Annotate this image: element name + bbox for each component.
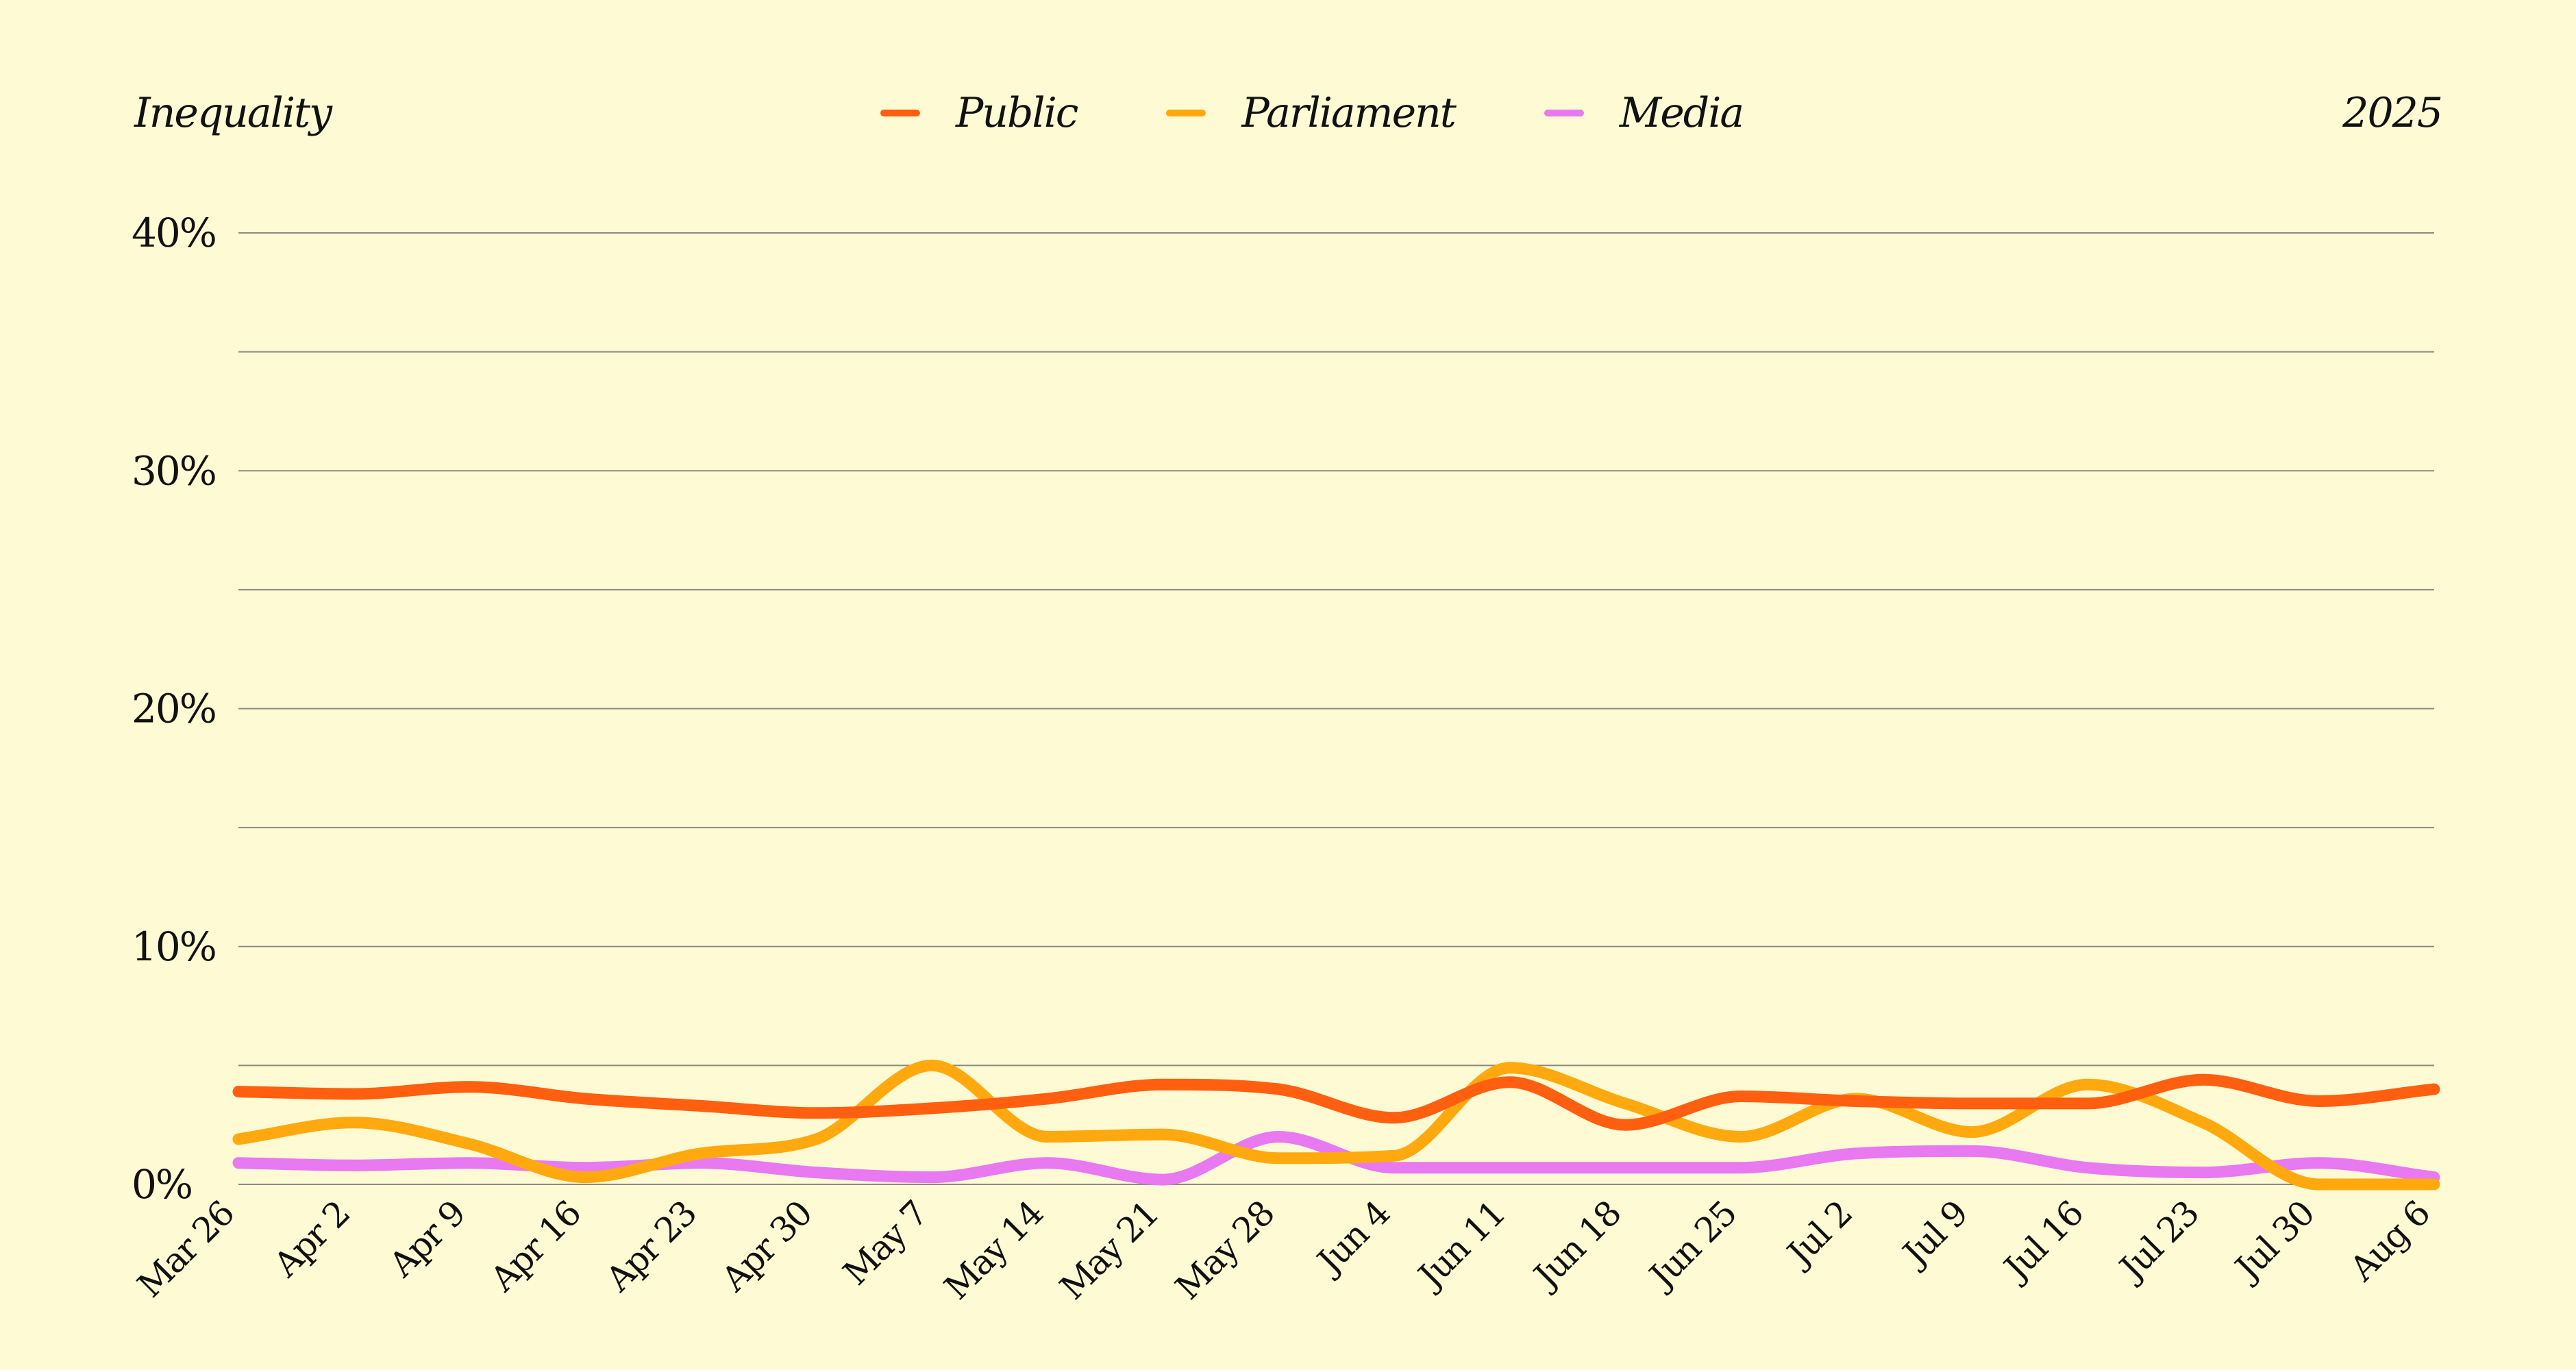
chart-title: Inequality xyxy=(134,89,332,137)
legend-label-public: Public xyxy=(956,89,1078,137)
x-tick-label: Jul 2 xyxy=(1778,1193,1859,1275)
x-tick-label: Aug 6 xyxy=(2342,1193,2437,1288)
series-line-media xyxy=(232,1131,2440,1186)
x-tick-label: May 28 xyxy=(1168,1193,1282,1307)
y-tick-label: 30% xyxy=(132,447,216,494)
x-tick-label: Apr 9 xyxy=(381,1193,472,1284)
legend-item-public: Public xyxy=(880,89,1078,137)
legend-label-parliament: Parliament xyxy=(1241,89,1456,137)
x-tick-label: Jun 4 xyxy=(1307,1193,1397,1283)
series-line-parliament xyxy=(232,1059,2440,1191)
x-tick-label: Jul 23 xyxy=(2110,1193,2207,1290)
x-tick-label: Jun 25 xyxy=(1639,1193,1744,1297)
x-tick-label: May 21 xyxy=(1052,1193,1166,1307)
x-tick-label: Jul 30 xyxy=(2225,1193,2322,1290)
x-tick-label: May 14 xyxy=(937,1193,1050,1307)
series-layer xyxy=(232,1059,2440,1191)
y-tick-label: 20% xyxy=(132,686,216,732)
x-tick-label: Jun 18 xyxy=(1524,1193,1628,1297)
x-tick-label: Apr 2 xyxy=(266,1193,357,1284)
x-tick-label: Jul 9 xyxy=(1893,1193,1974,1275)
legend-item-parliament: Parliament xyxy=(1166,89,1457,137)
x-tick-label: Apr 30 xyxy=(713,1193,819,1299)
legend-swatch-parliament xyxy=(1166,110,1206,116)
y-tick-label: 0% xyxy=(132,1161,192,1208)
x-tick-label: Apr 23 xyxy=(598,1193,704,1299)
x-tick-label: Jun 11 xyxy=(1409,1193,1513,1297)
x-tick-label: Apr 16 xyxy=(482,1193,589,1299)
y-axis-ticks: 0% 10% 20% 30% 40% xyxy=(132,210,217,1208)
x-tick-label: Mar 26 xyxy=(130,1193,242,1305)
chart-year-label: 2025 xyxy=(2342,89,2443,137)
legend-label-media: Media xyxy=(1619,89,1744,137)
y-tick-label: 40% xyxy=(132,210,216,256)
grid-layer xyxy=(238,232,2434,1185)
y-tick-label: 10% xyxy=(132,923,216,970)
legend-item-media: Media xyxy=(1544,89,1744,137)
legend: Public Parliament Media xyxy=(880,89,1832,137)
x-tick-label: May 7 xyxy=(836,1193,935,1293)
legend-swatch-media xyxy=(1544,110,1584,116)
x-tick-label: Jul 16 xyxy=(1994,1193,2091,1290)
legend-swatch-public xyxy=(880,110,920,116)
series-line-public xyxy=(232,1073,2440,1131)
